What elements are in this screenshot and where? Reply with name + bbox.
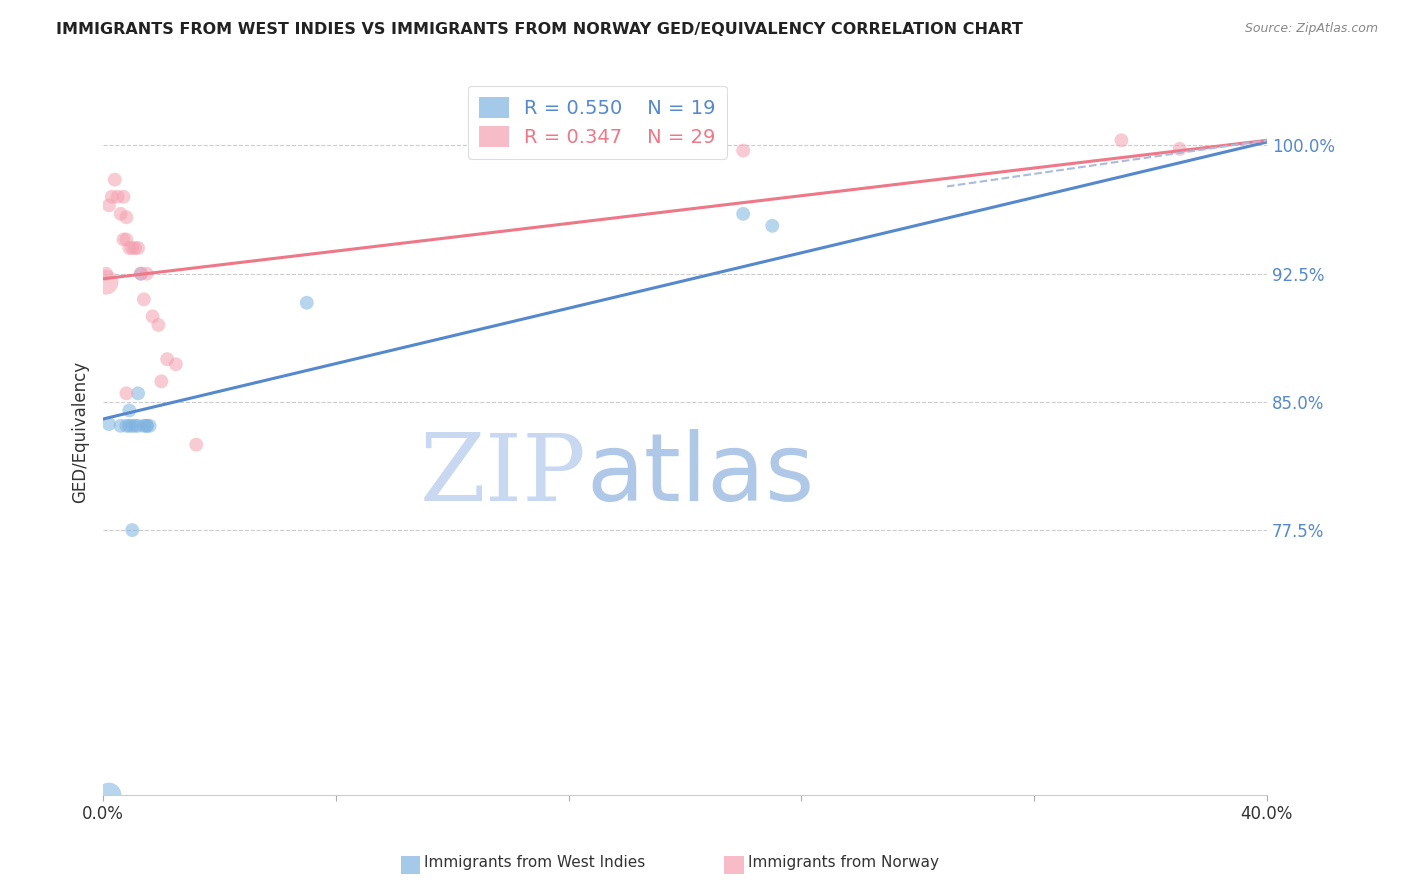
Point — [118, 418, 141, 433]
Point — [165, 357, 187, 371]
Point — [112, 190, 135, 204]
Point — [94, 275, 117, 289]
Point — [761, 219, 783, 233]
Point — [156, 352, 179, 367]
Point — [97, 198, 120, 212]
Text: ZIP: ZIP — [419, 430, 586, 520]
Point — [115, 211, 138, 225]
Point — [121, 241, 143, 255]
Point — [135, 418, 157, 433]
Point — [135, 418, 157, 433]
Point — [127, 241, 149, 255]
Point — [101, 190, 124, 204]
Text: IMMIGRANTS FROM WEST INDIES VS IMMIGRANTS FROM NORWAY GED/EQUIVALENCY CORRELATIO: IMMIGRANTS FROM WEST INDIES VS IMMIGRANT… — [56, 22, 1024, 37]
Point — [110, 207, 132, 221]
Point — [132, 418, 155, 433]
Point — [94, 267, 117, 281]
Text: Source: ZipAtlas.com: Source: ZipAtlas.com — [1244, 22, 1378, 36]
Point — [118, 241, 141, 255]
Point — [129, 267, 152, 281]
Point — [112, 232, 135, 246]
Point — [104, 172, 127, 186]
Point — [1168, 142, 1191, 156]
Point — [124, 241, 146, 255]
Point — [121, 418, 143, 433]
Point — [142, 310, 165, 324]
Point — [138, 418, 160, 433]
Point — [150, 375, 173, 389]
Point — [115, 232, 138, 246]
Point — [127, 418, 149, 433]
Point — [127, 386, 149, 401]
Point — [295, 295, 318, 310]
Text: Immigrants from Norway: Immigrants from Norway — [748, 855, 939, 870]
Text: Immigrants from West Indies: Immigrants from West Indies — [423, 855, 645, 870]
Point — [129, 267, 152, 281]
Legend: R = 0.550    N = 19, R = 0.347    N = 29: R = 0.550 N = 19, R = 0.347 N = 29 — [468, 86, 727, 159]
Point — [115, 418, 138, 433]
Point — [148, 318, 170, 332]
Y-axis label: GED/Equivalency: GED/Equivalency — [72, 360, 89, 503]
Point — [97, 788, 120, 802]
Point — [1111, 133, 1133, 147]
Point — [121, 523, 143, 537]
Text: atlas: atlas — [586, 429, 814, 522]
Point — [499, 144, 522, 158]
Point — [186, 437, 208, 451]
Point — [135, 267, 157, 281]
Point — [733, 207, 755, 221]
Point — [97, 417, 120, 431]
Point — [132, 293, 155, 307]
Point — [118, 403, 141, 417]
Point — [733, 144, 755, 158]
Point — [115, 386, 138, 401]
Point — [107, 190, 129, 204]
Point — [124, 418, 146, 433]
Point — [110, 418, 132, 433]
